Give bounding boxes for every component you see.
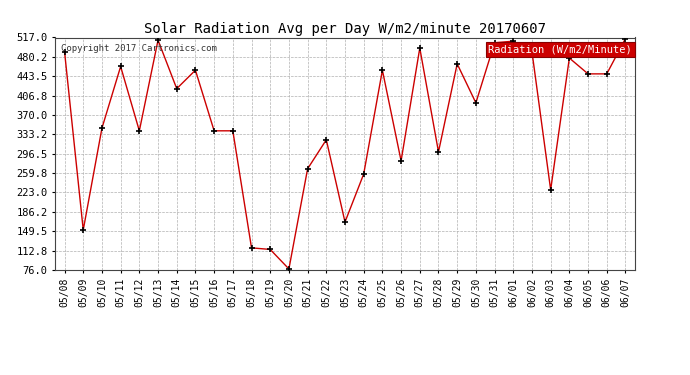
Text: Radiation (W/m2/Minute): Radiation (W/m2/Minute): [488, 45, 632, 54]
Text: Copyright 2017 Cartronics.com: Copyright 2017 Cartronics.com: [61, 45, 217, 54]
Title: Solar Radiation Avg per Day W/m2/minute 20170607: Solar Radiation Avg per Day W/m2/minute …: [144, 22, 546, 36]
